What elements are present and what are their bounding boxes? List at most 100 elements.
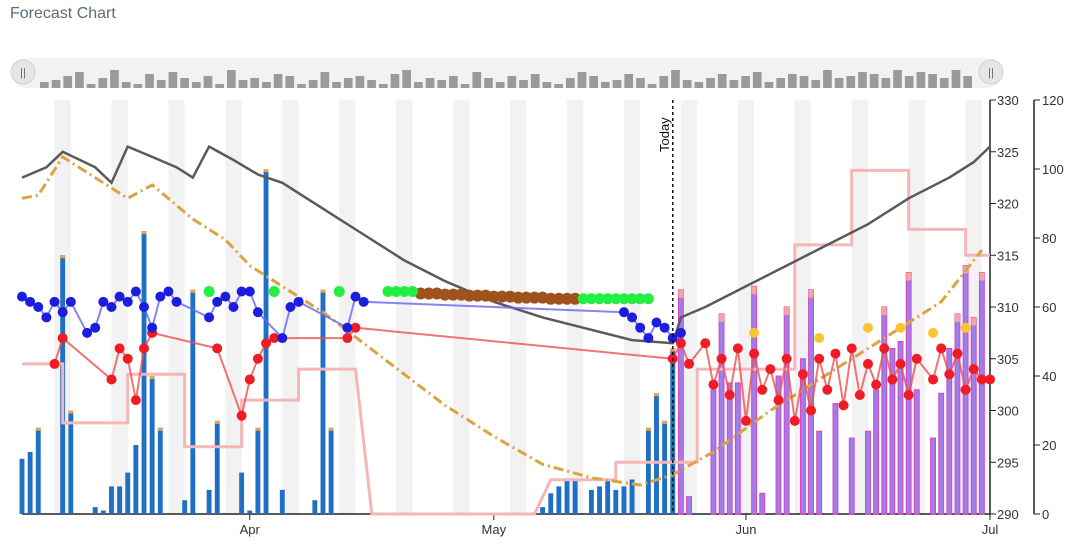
red-dot xyxy=(862,358,873,369)
weekend-band xyxy=(965,100,982,514)
bar-forecast xyxy=(889,347,896,515)
red-dot xyxy=(269,333,280,344)
bar-actual xyxy=(540,507,546,514)
bar-forecast-cap xyxy=(906,272,912,281)
bar-actual xyxy=(100,510,106,514)
bar-forecast xyxy=(913,389,920,515)
blue-dot xyxy=(41,312,52,323)
blue-dot xyxy=(204,312,215,323)
navigator-bar xyxy=(577,72,587,88)
bar-actual xyxy=(190,289,196,514)
green-dot xyxy=(618,293,630,305)
bar-actual xyxy=(621,486,627,514)
navigator-bar xyxy=(495,82,505,88)
navigator-left-handle[interactable]: || xyxy=(10,59,36,85)
red-dot xyxy=(139,343,150,354)
navigator-bar xyxy=(98,78,108,88)
navigator-bar xyxy=(191,82,201,88)
bar-actual xyxy=(109,486,114,514)
handle-grip-icon: || xyxy=(20,67,26,79)
handle-knob xyxy=(10,59,36,85)
red-dot xyxy=(106,374,117,385)
weekend-band xyxy=(339,100,356,514)
bar-actual xyxy=(548,493,554,514)
red-dot xyxy=(814,353,825,364)
bar-actual xyxy=(92,507,98,514)
red-dot xyxy=(236,410,247,421)
bar-forecast xyxy=(783,306,790,515)
navigator-bar xyxy=(869,74,879,88)
navigator-bar xyxy=(530,74,540,88)
y-right-tick-label: 120 xyxy=(1042,93,1064,108)
navigator-bar xyxy=(799,76,809,88)
navigator-bar xyxy=(262,82,271,88)
navigator-bar xyxy=(40,82,49,88)
bar-forecast xyxy=(726,382,733,515)
gold-dashed-line xyxy=(21,154,984,487)
navigator-bar xyxy=(717,74,727,88)
red-dot xyxy=(936,343,947,354)
brown-dot xyxy=(569,292,582,305)
bar-actual xyxy=(255,427,261,514)
bar-actual xyxy=(597,486,602,514)
bar-actual xyxy=(654,393,659,514)
y-right-tick-label: 40 xyxy=(1042,369,1056,384)
blue-dot xyxy=(98,296,109,307)
weekend-band xyxy=(453,100,470,514)
navigator-bar xyxy=(308,80,318,88)
today-label: Today xyxy=(657,117,672,152)
navigator-bar xyxy=(788,74,797,88)
bar-actual xyxy=(279,489,285,514)
bar-forecast xyxy=(775,375,782,515)
bar-forecast-cap xyxy=(979,272,985,281)
navigator-bar xyxy=(238,80,248,88)
navigator-bar xyxy=(904,76,914,88)
red-dot xyxy=(675,338,686,349)
red-dot xyxy=(700,338,711,349)
navigator-bar xyxy=(110,70,119,88)
blue-dot xyxy=(49,296,60,307)
navigator-bar xyxy=(75,72,84,88)
blue-dot xyxy=(228,302,239,312)
red-dot xyxy=(212,343,223,354)
navigator-bar xyxy=(729,80,739,88)
y-left-tick-label: 295 xyxy=(997,455,1019,470)
navigator-bar xyxy=(963,76,972,88)
bar-actual xyxy=(133,445,139,514)
pink-step-line xyxy=(22,168,990,516)
navigator-bar xyxy=(367,80,376,88)
bar-forecast xyxy=(734,382,741,515)
navigator-bar xyxy=(858,72,867,88)
red-dot xyxy=(252,353,263,364)
red-dot xyxy=(765,364,776,375)
blue-dot xyxy=(147,322,158,333)
bar-cap xyxy=(35,427,41,431)
navigator-bar xyxy=(51,80,61,88)
blue-dot xyxy=(25,296,36,307)
blue-dot xyxy=(82,327,93,338)
blue-dot xyxy=(618,307,629,318)
weekend-band xyxy=(623,100,641,514)
bar-actual xyxy=(27,451,33,514)
green-dot xyxy=(406,285,418,297)
handle-grip-icon: || xyxy=(988,67,994,79)
bar-forecast xyxy=(832,403,839,515)
navigator-right-handle[interactable]: || xyxy=(978,59,1004,85)
navigator-bar xyxy=(156,80,166,88)
bar-forecast xyxy=(938,392,945,515)
blue-dot xyxy=(122,296,133,307)
bar-forecast-cap xyxy=(784,307,790,315)
navigator-bar xyxy=(682,80,692,88)
red-dot xyxy=(895,358,906,369)
navigator-bar xyxy=(320,72,330,88)
bar-forecast xyxy=(848,437,855,515)
blue-dot xyxy=(106,302,117,312)
y-left-tick-label: 315 xyxy=(997,248,1019,263)
navigator-bar xyxy=(168,72,178,88)
red-dot xyxy=(944,369,955,380)
green-dot xyxy=(398,285,410,297)
bar-actual xyxy=(125,472,131,514)
bar-cap xyxy=(157,427,163,431)
gray-line xyxy=(21,144,991,345)
